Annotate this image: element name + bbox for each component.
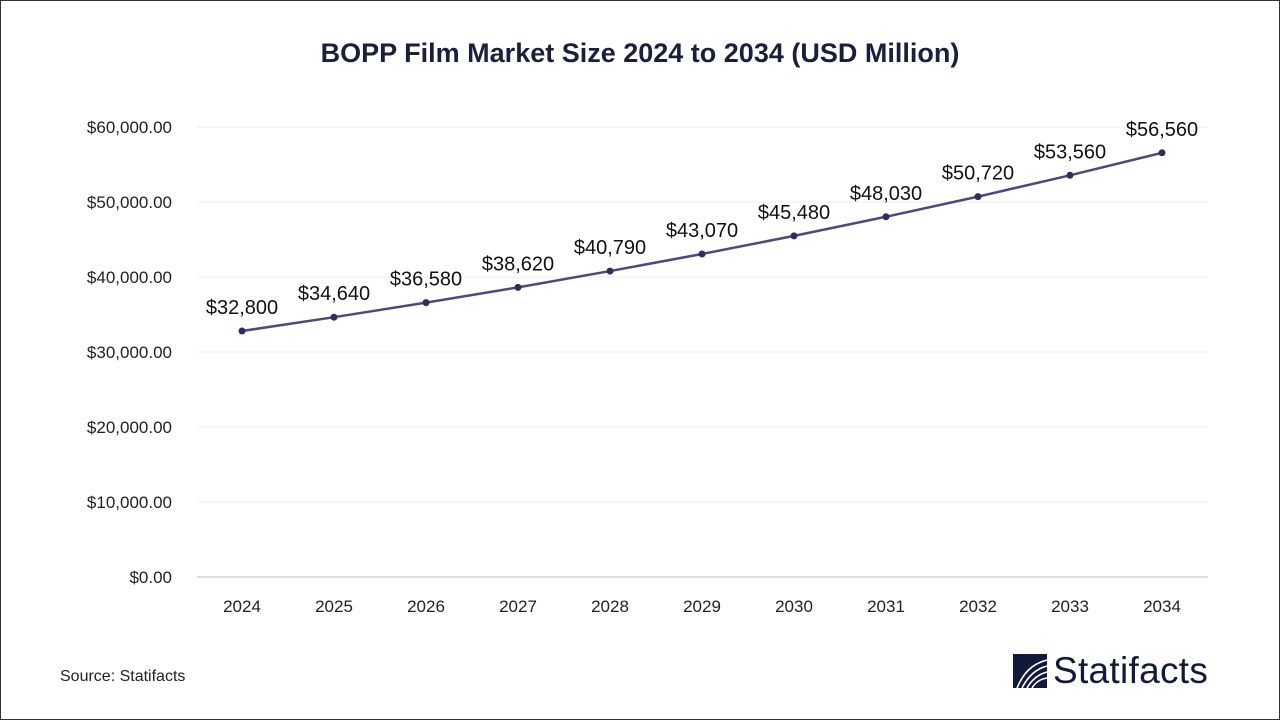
data-point [1066, 171, 1074, 179]
data-label: $32,800 [206, 297, 278, 319]
chart-title: BOPP Film Market Size 2024 to 2034 (USD … [320, 38, 960, 68]
data-label: $40,790 [574, 237, 646, 259]
data-label: $38,620 [482, 253, 554, 275]
data-point [1158, 149, 1166, 157]
y-tick-label: $60,000.00 [87, 118, 172, 137]
data-label: $50,720 [942, 163, 1014, 185]
x-tick-label: 2029 [683, 597, 721, 616]
data-point [514, 283, 522, 291]
data-point [238, 327, 246, 335]
data-point [606, 267, 614, 275]
data-label: $43,070 [666, 220, 738, 242]
data-label: $53,560 [1034, 141, 1106, 163]
data-point [790, 232, 798, 240]
x-tick-label: 2026 [407, 597, 445, 616]
x-tick-label: 2024 [223, 597, 261, 616]
data-label: $56,560 [1126, 119, 1198, 141]
x-tick-label: 2031 [867, 597, 905, 616]
statifacts-logo-icon [1013, 654, 1047, 688]
x-tick-label: 2033 [1051, 597, 1089, 616]
x-tick-label: 2027 [499, 597, 537, 616]
data-point [974, 193, 982, 201]
data-label: $45,480 [758, 202, 830, 224]
statifacts-logo: Statifacts [1013, 650, 1208, 692]
data-point [330, 313, 338, 321]
y-tick-label: $20,000.00 [87, 418, 172, 437]
data-label: $34,640 [298, 283, 370, 305]
x-tick-label: 2032 [959, 597, 997, 616]
y-tick-label: $10,000.00 [87, 493, 172, 512]
x-tick-label: 2028 [591, 597, 629, 616]
y-tick-label: $50,000.00 [87, 193, 172, 212]
x-tick-label: 2034 [1143, 597, 1181, 616]
data-point [882, 213, 890, 221]
y-tick-label: $0.00 [129, 568, 172, 587]
data-point [422, 299, 430, 307]
source-note: Source: Statifacts [60, 668, 186, 685]
data-label: $48,030 [850, 183, 922, 205]
x-tick-label: 2025 [315, 597, 353, 616]
data-label: $36,580 [390, 269, 462, 291]
x-tick-label: 2030 [775, 597, 813, 616]
data-point [698, 250, 706, 258]
y-tick-label: $40,000.00 [87, 268, 172, 287]
brand-name: Statifacts [1053, 650, 1209, 691]
y-tick-label: $30,000.00 [87, 343, 172, 362]
